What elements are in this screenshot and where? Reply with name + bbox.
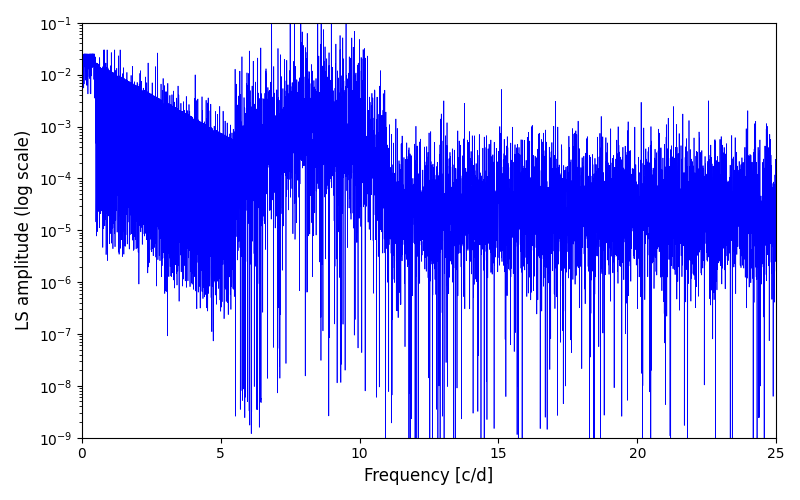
X-axis label: Frequency [c/d]: Frequency [c/d] (364, 467, 494, 485)
Y-axis label: LS amplitude (log scale): LS amplitude (log scale) (15, 130, 33, 330)
